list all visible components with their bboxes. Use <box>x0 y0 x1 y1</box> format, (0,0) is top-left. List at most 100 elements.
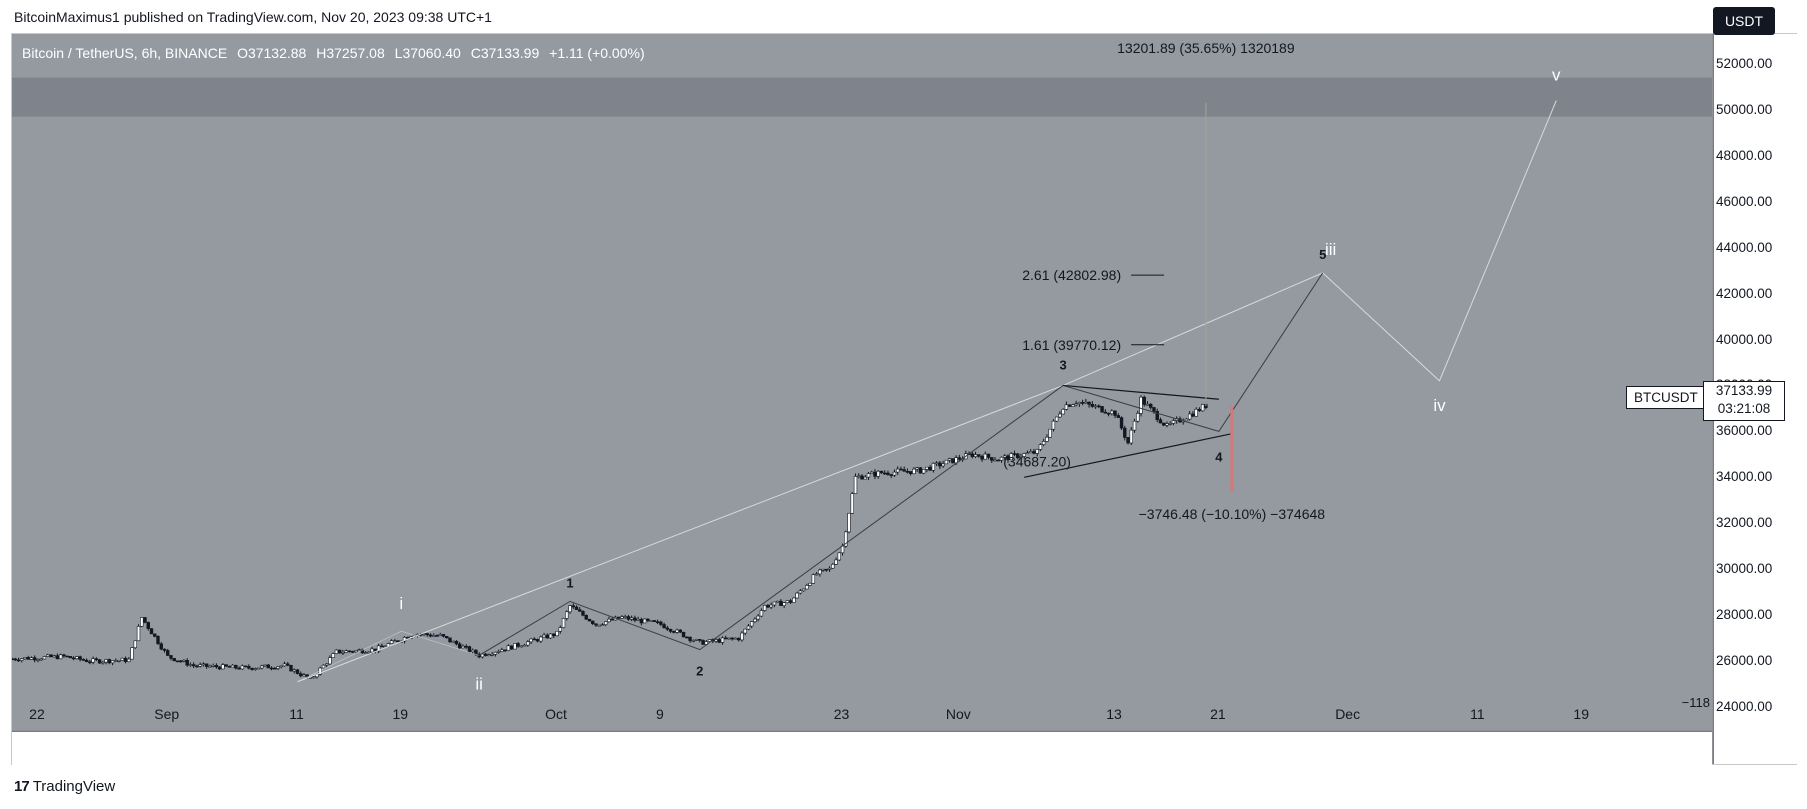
wave-label-minor: 5 <box>1319 247 1326 262</box>
candle-body <box>1149 403 1153 408</box>
candle-body <box>1051 420 1056 430</box>
candle-body <box>454 640 459 645</box>
candle-body <box>1016 453 1020 459</box>
candle-body <box>798 590 803 594</box>
candle-body <box>509 645 514 650</box>
candle-body <box>45 654 50 657</box>
candle-body <box>522 644 527 647</box>
candle-body <box>1162 422 1166 426</box>
candle-body <box>68 656 73 659</box>
candle-body <box>104 659 108 663</box>
candle-body <box>406 637 410 639</box>
candle-body <box>159 643 163 650</box>
price-tick: 52000.00 <box>1716 55 1773 71</box>
candle-body <box>571 605 575 608</box>
wave-label-major: i <box>399 594 403 613</box>
candle-body <box>1171 420 1176 424</box>
candle-body <box>1129 429 1133 444</box>
measure-down-label: −3746.48 (−10.10%) −374648 <box>1139 506 1326 522</box>
candle-body <box>143 617 147 623</box>
candle-body <box>633 617 637 621</box>
candle-body <box>253 668 258 670</box>
candle-body <box>1022 453 1026 457</box>
candle-body <box>678 629 683 633</box>
candle-body <box>568 605 572 613</box>
candle-body <box>850 493 854 514</box>
candle-body <box>691 640 695 642</box>
candle-body <box>256 667 261 670</box>
candle-body <box>490 654 494 656</box>
price-tick: 24000.00 <box>1716 699 1773 715</box>
candle-body <box>127 658 131 662</box>
candle-body <box>513 643 517 650</box>
candle-body <box>1194 408 1198 417</box>
candle-body <box>149 628 154 635</box>
legend-open: O37132.88 <box>237 45 307 61</box>
candle-body <box>1087 401 1091 405</box>
candle-body <box>224 664 228 667</box>
plot-area[interactable] <box>12 34 1712 730</box>
candle-body <box>445 636 449 639</box>
bar-countdown: 03:21:08 <box>1717 401 1771 416</box>
candle-body <box>188 664 193 666</box>
candle-body <box>217 666 222 670</box>
candle-body <box>925 466 929 470</box>
candle-body <box>506 645 511 651</box>
candle-body <box>1136 413 1140 422</box>
candle-body <box>720 637 725 643</box>
candle-body <box>107 659 112 664</box>
candle-body <box>824 568 829 571</box>
candle-body <box>928 466 932 471</box>
candle-body <box>766 605 770 608</box>
major-wave-path-early <box>297 630 480 683</box>
time-scale[interactable] <box>12 731 1712 765</box>
candle-body <box>243 665 248 668</box>
candle-body <box>652 620 657 622</box>
candle-body <box>448 637 452 643</box>
candle-body <box>899 468 903 471</box>
candle-body <box>844 531 848 547</box>
candle-body <box>688 636 692 641</box>
candle-body <box>701 640 705 645</box>
candle-body <box>230 664 235 668</box>
price-tick: 28000.00 <box>1716 607 1773 623</box>
wave-label-major: iii <box>1325 240 1336 259</box>
candle-body <box>853 476 858 494</box>
candle-body <box>977 454 981 457</box>
candle-body <box>775 600 780 603</box>
candle-body <box>62 654 66 657</box>
candle-body <box>863 476 867 480</box>
candle-body <box>629 617 634 620</box>
price-tick: 32000.00 <box>1716 515 1773 531</box>
candle-body <box>973 454 978 457</box>
candle-body <box>380 645 384 648</box>
candle-body <box>918 467 923 474</box>
footer-brand[interactable]: 17 TradingView <box>14 778 115 795</box>
candle-body <box>237 667 241 670</box>
wave-label-minor: 2 <box>696 664 703 679</box>
candle-body <box>208 665 212 668</box>
time-tick: 22 <box>29 706 45 722</box>
legend-close: C37133.99 <box>470 45 540 61</box>
candle-body <box>1032 451 1036 454</box>
candle-body <box>879 470 884 474</box>
time-tick: Oct <box>545 706 567 722</box>
candle-body <box>665 627 670 630</box>
price-tick: 36000.00 <box>1716 423 1773 439</box>
candle-body <box>951 458 955 464</box>
candle-body <box>84 659 89 663</box>
candle-body <box>289 664 293 672</box>
candle-body <box>94 658 99 661</box>
legend-low: L37060.40 <box>394 45 461 61</box>
candle-body <box>389 640 394 644</box>
candle-body <box>1064 404 1069 410</box>
currency-button[interactable]: USDT <box>1713 7 1775 35</box>
symbol-label: BTCUSDT <box>1626 386 1706 409</box>
candle-body <box>321 664 326 669</box>
candle-body <box>649 620 653 622</box>
candle-body <box>668 628 673 632</box>
candle-body <box>500 649 504 652</box>
candle-body <box>779 600 783 606</box>
price-tick: 42000.00 <box>1716 285 1773 301</box>
candle-body <box>655 621 660 623</box>
